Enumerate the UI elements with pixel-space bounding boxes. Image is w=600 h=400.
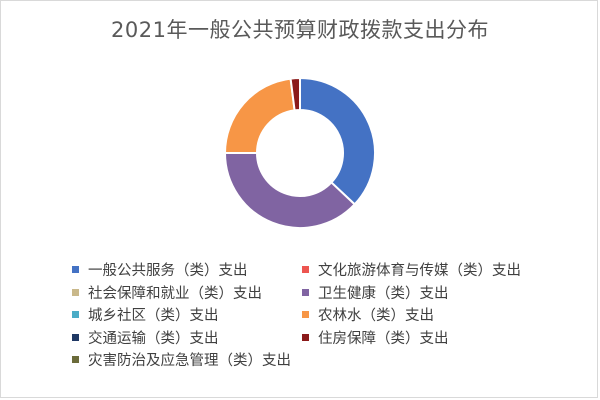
legend-item-8: 灾害防治及应急管理（类）支出 [72,349,291,370]
legend-item-6: 交通运输（类）支出 [72,327,219,348]
legend-swatch-0 [72,266,79,273]
chart-title: 2021年一般公共预算财政拨款支出分布 [111,18,489,42]
legend-swatch-3 [302,288,309,296]
legend-label-0: 一般公共服务（类）支出 [88,263,248,279]
legend-item-0: 一般公共服务（类）支出 [72,259,248,280]
legend-item-1: 文化旅游体育与传媒（类）支出 [302,259,521,280]
legend-item-7: 住房保障（类）支出 [302,327,449,348]
legend-label-8: 灾害防治及应急管理（类）支出 [88,353,291,369]
donut-slice-5 [223,77,296,154]
donut-slice-7 [289,76,301,112]
legend-label-4: 城乡社区（类）支出 [88,308,219,324]
legend-item-2: 社会保障和就业（类）支出 [72,282,262,303]
legend-swatch-2 [72,288,79,296]
legend-label-2: 社会保障和就业（类）支出 [88,285,262,302]
legend-label-1: 文化旅游体育与传媒（类）支出 [318,263,521,279]
legend-swatch-8 [72,356,79,363]
legend-swatch-7 [302,333,309,341]
legend-label-6: 交通运输（类）支出 [88,330,219,347]
legend-swatch-4 [72,311,79,318]
legend-label-3: 卫生健康（类）支出 [318,285,449,302]
legend-label-7: 住房保障（类）支出 [318,330,449,347]
legend-item-3: 卫生健康（类）支出 [302,282,449,303]
legend-swatch-6 [72,333,79,341]
legend-swatch-5 [302,311,309,318]
legend-label-5: 农林水（类）支出 [318,308,434,324]
legend-item-5: 农林水（类）支出 [302,304,434,325]
donut-slice-0 [299,76,376,206]
legend-item-4: 城乡社区（类）支出 [72,304,219,325]
donut-chart [223,76,376,229]
legend-swatch-1 [302,266,309,273]
donut-slice-3 [223,152,357,229]
